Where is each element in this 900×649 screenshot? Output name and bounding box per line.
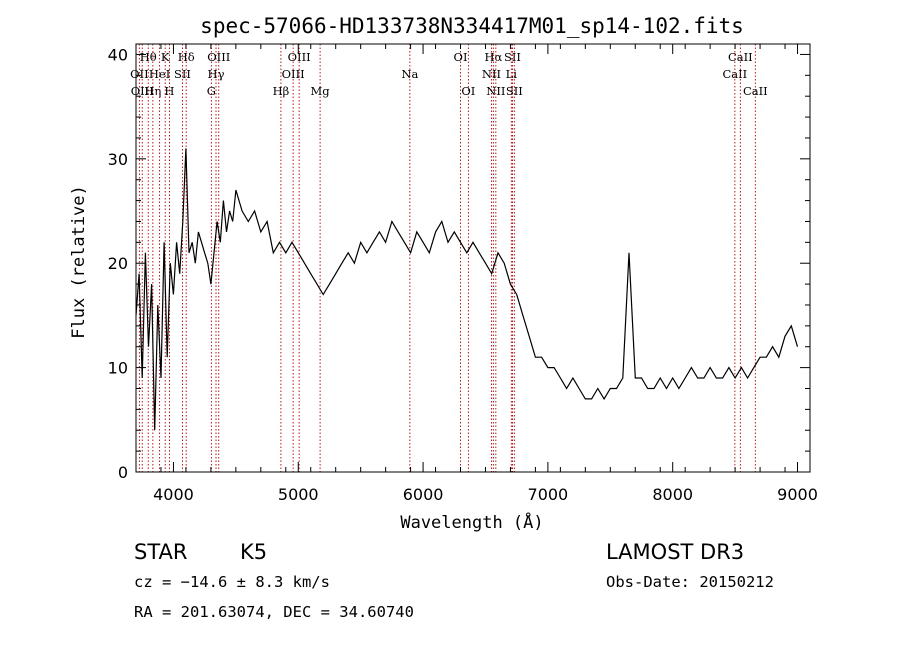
spectral-line-label: Hβ <box>273 84 290 98</box>
spectral-line-label: OII <box>130 67 149 81</box>
spectral-line-label: Li <box>506 67 518 81</box>
spectral-line-label: OIII <box>282 67 305 81</box>
spectral-line-label: Hδ <box>178 50 195 64</box>
y-tick-label: 10 <box>108 359 128 378</box>
x-tick-label: 7000 <box>528 485 569 504</box>
y-tick-label: 0 <box>118 463 128 482</box>
object-class: STAR <box>134 540 188 564</box>
spectral-line-label: G <box>207 84 216 98</box>
y-tick-label: 40 <box>108 45 128 64</box>
chart-title: spec-57066-HD133738N334417M01_sp14-102.f… <box>200 14 744 38</box>
spectral-line-label: NII <box>482 67 501 81</box>
spectral-line-label: OIII <box>288 50 311 64</box>
x-axis-label: Wavelength (Å) <box>400 511 543 533</box>
survey-name: LAMOST DR3 <box>606 540 745 564</box>
x-tick-label: 6000 <box>403 485 444 504</box>
redshift-velocity: cz = −14.6 ± 8.3 km/s <box>134 573 330 591</box>
spectral-line-label: HeI <box>149 67 170 81</box>
axis-ticks: 4000 5000 6000 7000 8000 9000 0 10 20 30 40 <box>108 44 818 504</box>
spectral-line-label: Hγ <box>208 67 225 81</box>
spectral-line-label: OIII <box>207 50 230 64</box>
spectral-line-label: Na <box>401 67 418 81</box>
spectral-line-label: Hα <box>484 50 502 64</box>
y-axis-label: Flux (relative) <box>69 185 89 339</box>
spectral-line-label: SII <box>504 50 521 64</box>
spectral-line-label: OI <box>461 84 475 98</box>
plot-frame <box>135 43 811 473</box>
spectral-line-label: Mg <box>311 84 331 98</box>
spectral-line-label: H <box>164 84 174 98</box>
x-tick-label: 4000 <box>153 485 194 504</box>
spectral-line-label: Hη <box>144 84 161 98</box>
observation-date: Obs-Date: 20150212 <box>606 573 774 591</box>
x-tick-label: 5000 <box>278 485 319 504</box>
spectral-line-label: K <box>161 50 170 64</box>
spectral-line-label: NII <box>486 84 505 98</box>
x-tick-label: 8000 <box>652 485 693 504</box>
x-tick-label: 9000 <box>777 485 818 504</box>
spectral-line-label: SII <box>506 84 523 98</box>
y-tick-label: 20 <box>108 254 128 273</box>
y-tick-label: 30 <box>108 150 128 169</box>
spectral-line-label: CaII <box>728 50 753 64</box>
spectral-line-label: Hθ <box>140 50 157 64</box>
spectrum-line <box>135 148 799 431</box>
spectral-line-label: CaII <box>722 67 747 81</box>
sky-coordinates: RA = 201.63074, DEC = 34.60740 <box>134 603 414 621</box>
spectral-line-label: SII <box>174 67 191 81</box>
object-subclass: K5 <box>240 540 268 564</box>
spectral-line-label: OI <box>454 50 468 64</box>
spectral-line-label: CaII <box>743 84 768 98</box>
line-markers: OIIOIIIHθHηHeIKHSIIHδGHγOIIIHβOIIIOIIIMg… <box>130 44 768 472</box>
